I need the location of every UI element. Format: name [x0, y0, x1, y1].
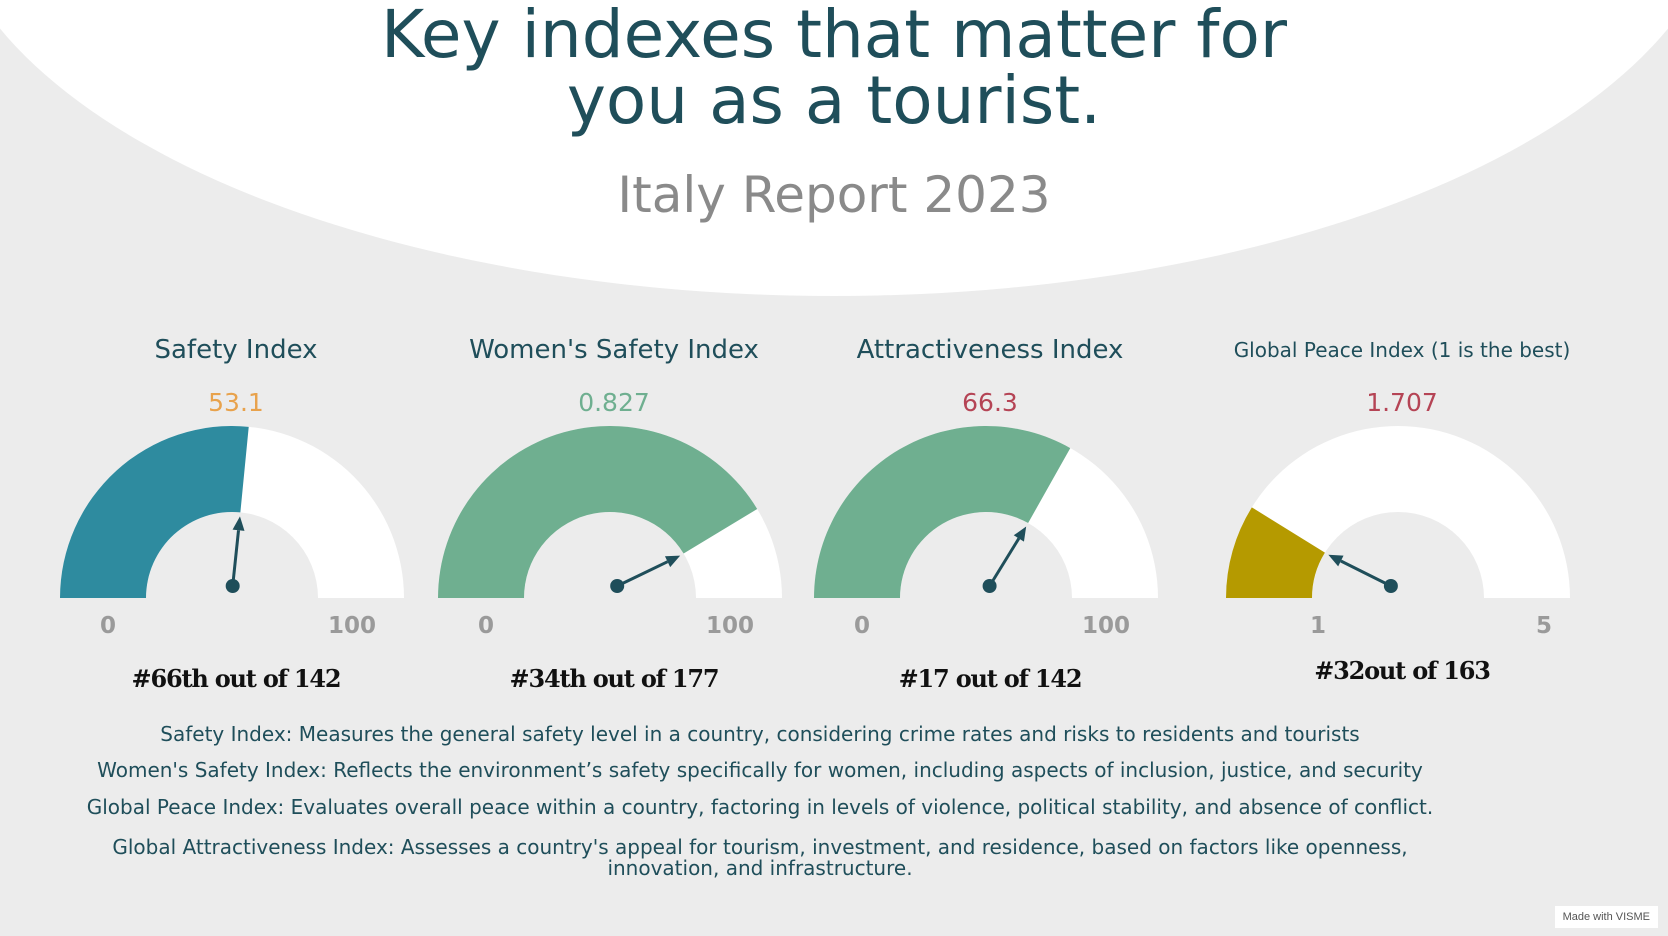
page-title-line-2: you as a tourist.: [566, 62, 1102, 139]
gauge-needle: [616, 560, 669, 588]
gauge-global-peace-index: Global Peace Index (1 is the best) 1.707…: [1222, 328, 1582, 685]
description-attractiveness-index: Global Attractiveness Index: Assesses a …: [112, 835, 1408, 880]
gauge-value: 66.3: [962, 388, 1018, 417]
gauge-fill: [814, 426, 1071, 598]
gauge-min-label: 0: [854, 613, 871, 639]
gauge-min-label: 0: [100, 613, 117, 639]
gauge-needle: [988, 537, 1021, 587]
gauge-dial: [60, 426, 404, 598]
gauge-fill: [60, 426, 249, 598]
gauge-needle-head: [232, 516, 245, 531]
gauge-min-label: 0: [478, 613, 495, 639]
gauge-fill: [438, 426, 758, 598]
gauge-womens-safety-index: Women's Safety Index 0.827 0 100 #34th o…: [434, 328, 794, 693]
gauge-max-label: 100: [328, 613, 377, 639]
gauge-dial: [814, 426, 1158, 598]
gauge-max-label: 100: [1082, 613, 1131, 639]
gauge-needle-pivot: [610, 579, 625, 593]
gauge-needle: [1340, 559, 1392, 588]
page-title-line-1: Key indexes that matter for: [380, 0, 1288, 73]
page-title: Key indexes that matter for you as a tou…: [0, 2, 1668, 134]
gauge-title: Global Peace Index (1 is the best): [1233, 338, 1571, 362]
gauge-needle-pivot: [225, 579, 240, 593]
gauge-value: 0.827: [578, 388, 650, 417]
gauge-rank: #17 out of 142: [898, 664, 1083, 693]
gauge-needle-pivot: [982, 579, 997, 593]
description-safety-index: Safety Index: Measures the general safet…: [160, 722, 1360, 746]
gauge-attractiveness-index: Attractiveness Index 66.3 0 100 #17 out …: [810, 328, 1170, 693]
gauge-dial: [1226, 426, 1570, 598]
gauge-max-label: 5: [1536, 613, 1553, 639]
gauge-title: Safety Index: [154, 335, 318, 365]
gauge-fill: [1226, 507, 1325, 598]
gauge-rank: #32out of 163: [1314, 656, 1491, 685]
description-global-peace-index: Global Peace Index: Evaluates overall pe…: [86, 795, 1434, 819]
gauge-value: 1.707: [1366, 388, 1438, 417]
gauge-needle-head: [1328, 554, 1344, 567]
gauge-max-label: 100: [706, 613, 755, 639]
report-subtitle: Italy Report 2023: [617, 166, 1051, 224]
gauge-min-label: 1: [1310, 613, 1327, 639]
gauge-dial: [438, 426, 782, 598]
gauge-needle-pivot: [1383, 579, 1398, 593]
gauge-title: Attractiveness Index: [856, 335, 1124, 365]
description-womens-safety-index: Women's Safety Index: Reflects the envir…: [97, 758, 1423, 782]
made-with-badge: Made with VISME: [1554, 906, 1658, 928]
gauge-needle-head: [1013, 526, 1027, 542]
gauge-safety-index: Safety Index 53.1 0 100 #66th out of 142: [56, 328, 416, 693]
gauge-rank: #66th out of 142: [131, 664, 342, 693]
gauge-title: Women's Safety Index: [469, 335, 759, 365]
gauge-needle: [231, 530, 241, 587]
gauge-needle-head: [664, 555, 681, 568]
gauge-rank: #34th out of 177: [509, 664, 720, 693]
gauge-value: 53.1: [208, 388, 264, 417]
